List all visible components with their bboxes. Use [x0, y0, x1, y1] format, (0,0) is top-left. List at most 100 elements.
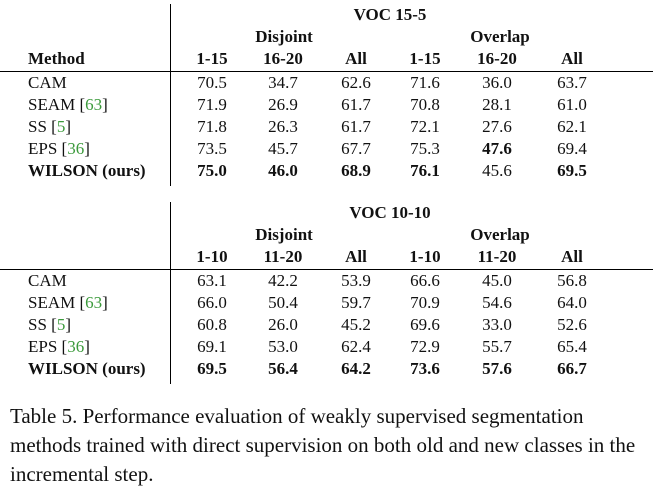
citation-close: ]: [65, 315, 71, 334]
table-row: WILSON (ours) 75.0 46.0 68.9 76.1 45.6 69.5: [0, 160, 653, 182]
group-header-row: Disjoint Overlap: [0, 224, 653, 246]
method-label: SS [: [28, 117, 57, 136]
group-disjoint: Disjoint: [255, 225, 313, 244]
column-header: 1-10: [196, 247, 228, 266]
value-cell: 70.5: [197, 73, 227, 92]
method-label: CAM: [28, 73, 67, 92]
value-cell: 33.0: [482, 315, 512, 334]
value-cell: 66.0: [197, 293, 227, 312]
value-cell: 27.6: [482, 117, 512, 136]
table-row: EPS [36] 69.1 53.0 62.4 72.9 55.7 65.4: [0, 336, 653, 358]
value-cell: 76.1: [410, 161, 440, 180]
method-label: SEAM [: [28, 293, 86, 312]
value-cell: 42.2: [268, 271, 298, 290]
value-cell: 70.9: [410, 293, 440, 312]
value-cell: 71.9: [197, 95, 227, 114]
table-row: WILSON (ours) 69.5 56.4 64.2 73.6 57.6 66.7: [0, 358, 653, 380]
method-name: SEAM [63]: [28, 292, 108, 314]
value-cell: 46.0: [268, 161, 298, 180]
table-title: VOC 15-5: [353, 5, 427, 24]
method-label: SS [: [28, 315, 57, 334]
value-cell: 65.4: [557, 337, 587, 356]
method-label: WILSON (ours): [28, 359, 146, 378]
value-cell: 55.7: [482, 337, 512, 356]
column-header-row: Method 1-15 16-20 All 1-15 16-20 All: [0, 48, 653, 70]
column-header-row: 1-10 11-20 All 1-10 11-20 All: [0, 246, 653, 268]
value-cell: 69.5: [197, 359, 227, 378]
value-cell: 64.0: [557, 293, 587, 312]
citation-link: 36: [67, 139, 85, 158]
column-header: 1-10: [409, 247, 441, 266]
column-header: 11-20: [477, 247, 517, 266]
value-cell: 50.4: [268, 293, 298, 312]
citation-close: ]: [102, 95, 108, 114]
column-divider: [170, 202, 171, 384]
method-name: WILSON (ours): [28, 160, 146, 182]
column-header: All: [561, 49, 583, 68]
value-cell: 63.1: [197, 271, 227, 290]
value-cell: 53.9: [341, 271, 371, 290]
column-header: 16-20: [477, 49, 517, 68]
citation-close: ]: [102, 293, 108, 312]
method-name: SS [5]: [28, 314, 71, 336]
column-header: 11-20: [263, 247, 303, 266]
value-cell: 57.6: [482, 359, 512, 378]
value-cell: 69.1: [197, 337, 227, 356]
value-cell: 71.6: [410, 73, 440, 92]
value-cell: 66.7: [557, 359, 587, 378]
value-cell: 26.0: [268, 315, 298, 334]
citation-link: 36: [67, 337, 85, 356]
value-cell: 26.9: [268, 95, 298, 114]
method-name: EPS [36]: [28, 138, 90, 160]
value-cell: 26.3: [268, 117, 298, 136]
table-title-row: VOC 15-5: [0, 4, 653, 26]
value-cell: 70.8: [410, 95, 440, 114]
method-name: WILSON (ours): [28, 358, 146, 380]
value-cell: 59.7: [341, 293, 371, 312]
table-2: VOC 10-10 Disjoint Overlap 1-10 11-20 All 1-10…: [0, 202, 653, 392]
table-row: EPS [36] 73.5 45.7 67.7 75.3 47.6 69.4: [0, 138, 653, 160]
table-1: VOC 15-5 Disjoint Overlap Method 1-15 16-20 Al…: [0, 4, 653, 194]
value-cell: 47.6: [482, 139, 512, 158]
value-cell: 45.0: [482, 271, 512, 290]
method-name: CAM: [28, 72, 67, 94]
value-cell: 75.0: [197, 161, 227, 180]
table-row: CAM 70.5 34.7 62.6 71.6 36.0 63.7: [0, 72, 653, 94]
value-cell: 71.8: [197, 117, 227, 136]
value-cell: 63.7: [557, 73, 587, 92]
value-cell: 36.0: [482, 73, 512, 92]
value-cell: 64.2: [341, 359, 371, 378]
table-row: CAM 63.1 42.2 53.9 66.6 45.0 56.8: [0, 270, 653, 292]
value-cell: 61.7: [341, 95, 371, 114]
method-name: SS [5]: [28, 116, 71, 138]
value-cell: 67.7: [341, 139, 371, 158]
table-row: SEAM [63] 66.0 50.4 59.7 70.9 54.6 64.0: [0, 292, 653, 314]
citation-close: ]: [65, 117, 71, 136]
column-header: 1-15: [196, 49, 228, 68]
column-header: 16-20: [263, 49, 303, 68]
table-caption: Table 5. Performance evaluation of weakl…: [10, 404, 636, 486]
value-cell: 73.5: [197, 139, 227, 158]
value-cell: 75.3: [410, 139, 440, 158]
value-cell: 54.6: [482, 293, 512, 312]
value-cell: 69.5: [557, 161, 587, 180]
method-label: EPS [: [28, 139, 68, 158]
value-cell: 73.6: [410, 359, 440, 378]
table-row: SS [5] 60.8 26.0 45.2 69.6 33.0 52.6: [0, 314, 653, 336]
value-cell: 34.7: [268, 73, 298, 92]
header-rule: [0, 71, 653, 72]
group-overlap: Overlap: [470, 225, 530, 244]
value-cell: 53.0: [268, 337, 298, 356]
method-name: EPS [36]: [28, 336, 90, 358]
method-label: WILSON (ours): [28, 161, 146, 180]
method-name: SEAM [63]: [28, 94, 108, 116]
value-cell: 52.6: [557, 315, 587, 334]
value-cell: 68.9: [341, 161, 371, 180]
method-name: CAM: [28, 270, 67, 292]
value-cell: 45.6: [482, 161, 512, 180]
table-title-row: VOC 10-10: [0, 202, 653, 224]
column-divider: [170, 4, 171, 186]
value-cell: 62.1: [557, 117, 587, 136]
value-cell: 45.7: [268, 139, 298, 158]
citation-link: 5: [56, 315, 66, 334]
